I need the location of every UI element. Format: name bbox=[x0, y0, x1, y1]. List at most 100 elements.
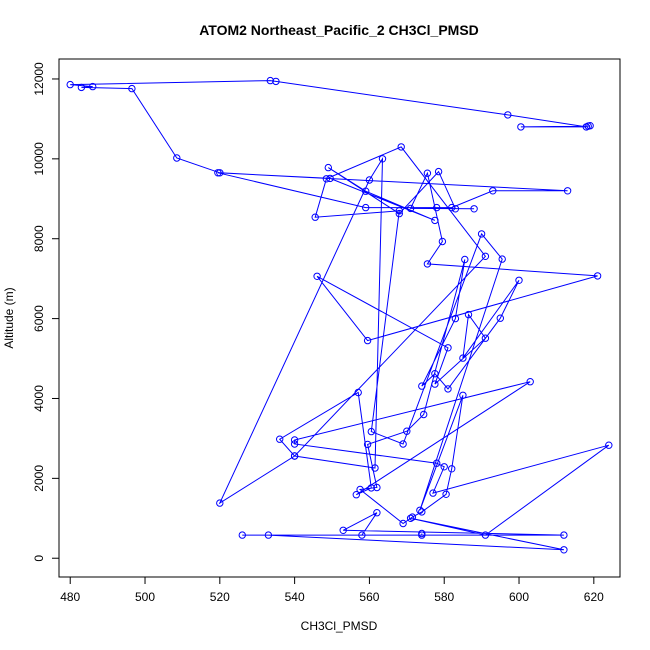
data-point bbox=[352, 491, 360, 499]
series-line bbox=[70, 80, 610, 551]
x-axis: 480 500 520 540 560 580 600 620 bbox=[60, 576, 604, 604]
data-point bbox=[363, 336, 372, 345]
data-point bbox=[373, 483, 381, 492]
x-tick-label: 540 bbox=[285, 590, 305, 604]
data-point bbox=[358, 531, 366, 539]
data-point bbox=[504, 111, 512, 119]
data-point bbox=[489, 187, 497, 195]
data-point bbox=[433, 459, 441, 467]
data-point bbox=[481, 334, 490, 342]
data-point bbox=[496, 314, 504, 322]
data-point bbox=[339, 526, 347, 534]
data-point bbox=[365, 176, 374, 184]
y-tick-label: 8000 bbox=[32, 225, 46, 252]
data-point bbox=[290, 440, 299, 448]
data-point bbox=[66, 80, 74, 89]
data-point bbox=[290, 436, 299, 444]
data-point bbox=[395, 209, 403, 218]
data-point bbox=[362, 203, 370, 212]
data-point bbox=[515, 276, 523, 284]
data-point bbox=[356, 485, 364, 494]
data-point bbox=[216, 499, 224, 507]
y-tick-label: 6000 bbox=[32, 305, 46, 332]
x-axis-label: CH3Cl_PMSD bbox=[301, 619, 378, 633]
y-tick-label: 2000 bbox=[32, 465, 46, 492]
x-tick-label: 560 bbox=[359, 590, 379, 604]
data-point bbox=[406, 514, 415, 522]
x-tick-label: 580 bbox=[434, 590, 454, 604]
data-point bbox=[477, 230, 486, 238]
data-point bbox=[276, 435, 284, 443]
data-point bbox=[593, 272, 602, 280]
data-point bbox=[173, 154, 181, 162]
x-tick-label: 480 bbox=[60, 590, 80, 604]
data-point bbox=[406, 204, 415, 213]
data-point bbox=[433, 203, 441, 212]
data-point bbox=[481, 531, 490, 539]
data-point bbox=[448, 465, 456, 473]
data-point bbox=[438, 237, 447, 246]
data-point bbox=[313, 272, 321, 280]
data-point bbox=[451, 205, 460, 213]
data-point bbox=[378, 155, 387, 163]
data-point bbox=[399, 440, 407, 448]
data-point bbox=[324, 163, 332, 172]
data-point bbox=[89, 82, 97, 91]
data-point bbox=[448, 203, 456, 212]
data-point bbox=[517, 123, 525, 131]
data-point bbox=[459, 391, 467, 399]
data-point bbox=[311, 213, 319, 221]
data-point bbox=[363, 440, 372, 449]
data-point bbox=[290, 452, 299, 460]
data-point bbox=[416, 506, 424, 514]
data-point bbox=[560, 546, 568, 554]
data-point bbox=[264, 531, 273, 539]
plot-frame bbox=[58, 58, 621, 578]
data-point bbox=[418, 529, 426, 538]
data-point bbox=[418, 382, 426, 390]
data-point bbox=[128, 84, 136, 93]
data-point bbox=[470, 205, 478, 213]
data-point bbox=[272, 77, 280, 86]
data-point bbox=[373, 509, 381, 517]
data-point bbox=[214, 169, 222, 177]
y-tick-label: 0 bbox=[32, 555, 46, 562]
data-point bbox=[423, 260, 432, 268]
data-point bbox=[77, 83, 86, 92]
data-point bbox=[459, 354, 467, 362]
data-point bbox=[563, 187, 572, 195]
data-point bbox=[266, 76, 274, 85]
data-point bbox=[371, 464, 379, 472]
data-point bbox=[408, 513, 417, 521]
data-point bbox=[399, 519, 407, 528]
data-point bbox=[481, 252, 490, 260]
x-tick-label: 500 bbox=[135, 590, 155, 604]
x-tick-label: 620 bbox=[584, 590, 604, 604]
data-point bbox=[367, 427, 375, 436]
data-point bbox=[560, 531, 568, 539]
data-point bbox=[238, 531, 247, 539]
data-point bbox=[420, 410, 428, 419]
data-point bbox=[498, 255, 506, 263]
data-point bbox=[326, 174, 334, 183]
data-point bbox=[605, 441, 613, 449]
data-point bbox=[582, 123, 590, 131]
data-point bbox=[322, 175, 331, 183]
data-point bbox=[423, 169, 432, 177]
x-tick-label: 520 bbox=[210, 590, 230, 604]
data-point bbox=[431, 216, 439, 225]
data-point bbox=[354, 388, 362, 397]
data-point bbox=[526, 378, 534, 386]
series-layer bbox=[66, 76, 613, 554]
data-point bbox=[451, 314, 460, 323]
y-tick-label: 10000 bbox=[32, 142, 46, 176]
data-point bbox=[440, 463, 448, 471]
y-tick-label: 4000 bbox=[32, 385, 46, 412]
data-point bbox=[442, 490, 450, 498]
data-point bbox=[461, 255, 469, 264]
data-point bbox=[431, 370, 439, 378]
data-point bbox=[403, 427, 411, 435]
data-point bbox=[444, 344, 452, 352]
data-point bbox=[429, 489, 437, 497]
